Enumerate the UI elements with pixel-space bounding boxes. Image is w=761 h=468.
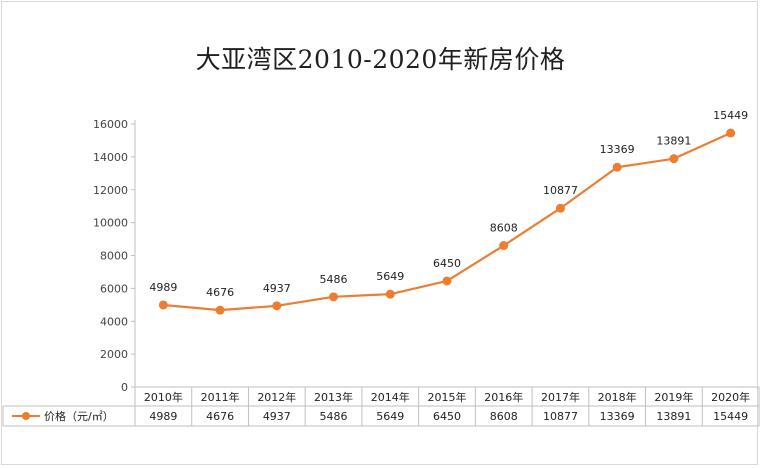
table-value: 4989	[149, 410, 177, 423]
x-category-label: 2017年	[541, 390, 580, 404]
table-value: 13369	[600, 410, 635, 423]
data-table: 2010年 4989 2011年 4676 2012年 4937 2013年 5486 2014…	[2, 387, 760, 427]
data-label: 4937	[263, 282, 291, 295]
data-point	[158, 300, 168, 310]
data-points	[158, 128, 736, 315]
table-value: 4937	[263, 410, 291, 423]
legend-label: 价格（元/㎡）	[44, 409, 114, 423]
table-value: 5486	[320, 410, 348, 423]
data-label: 5649	[376, 270, 404, 283]
data-label: 4676	[206, 286, 234, 299]
data-point	[499, 241, 509, 251]
data-point	[442, 276, 452, 286]
table-value: 8608	[490, 410, 518, 423]
data-labels: 4989 4676 4937 5486 5649 6450 8608 10877 13369 13…	[149, 109, 748, 299]
data-label: 13369	[600, 143, 635, 156]
legend-marker	[22, 412, 30, 420]
x-category-label: 2018年	[598, 390, 637, 404]
y-tick-label: 10000	[93, 217, 128, 230]
table-value: 5649	[376, 410, 404, 423]
axes	[134, 120, 759, 388]
data-point	[669, 154, 679, 164]
y-tick-label: 16000	[93, 118, 128, 131]
data-point	[555, 203, 565, 213]
data-label: 5486	[320, 273, 348, 286]
table-value: 4676	[206, 410, 234, 423]
y-tick-label: 12000	[93, 184, 128, 197]
table-value: 13891	[656, 410, 691, 423]
x-category-label: 2015年	[428, 390, 467, 404]
x-category-label: 2010年	[144, 390, 183, 404]
data-point	[215, 305, 225, 315]
data-label: 4989	[149, 281, 177, 294]
y-tick-label: 0	[121, 381, 128, 394]
data-label: 13891	[656, 135, 691, 148]
table-value: 10877	[543, 410, 578, 423]
y-axis-ticks: 0 2000 4000 6000 8000 10000 12000 14000 16000	[93, 118, 135, 394]
data-label: 15449	[713, 109, 748, 122]
x-category-label: 2016年	[484, 390, 523, 404]
x-category-label: 2019年	[654, 390, 693, 404]
data-label: 10877	[543, 184, 578, 197]
x-category-label: 2020年	[711, 390, 750, 404]
data-point	[329, 292, 339, 302]
y-tick-label: 8000	[100, 250, 128, 263]
data-point	[385, 289, 395, 299]
y-tick-label: 2000	[100, 348, 128, 361]
table-value: 6450	[433, 410, 461, 423]
data-point	[612, 162, 622, 172]
y-tick-label: 14000	[93, 151, 128, 164]
x-category-label: 2011年	[201, 390, 240, 404]
y-tick-label: 6000	[100, 282, 128, 295]
x-category-label: 2012年	[257, 390, 296, 404]
data-point	[726, 128, 736, 138]
chart-title: 大亚湾区2010-2020年新房价格	[195, 45, 566, 74]
x-category-label: 2013年	[314, 390, 353, 404]
data-point	[272, 301, 282, 311]
y-tick-label: 4000	[100, 315, 128, 328]
table-value: 15449	[713, 410, 748, 423]
x-category-label: 2014年	[371, 390, 410, 404]
data-label: 8608	[490, 222, 518, 235]
data-label: 6450	[433, 257, 461, 270]
